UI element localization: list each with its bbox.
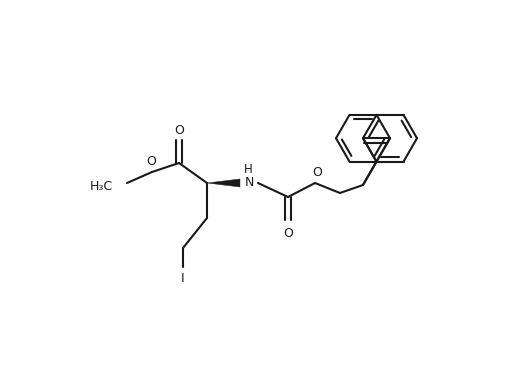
Text: N: N: [244, 176, 254, 189]
Text: O: O: [312, 166, 322, 179]
Text: H₃C: H₃C: [90, 180, 113, 192]
Text: O: O: [283, 227, 293, 240]
Text: I: I: [181, 273, 185, 285]
Text: O: O: [146, 154, 156, 167]
Polygon shape: [207, 179, 240, 187]
Text: O: O: [174, 124, 184, 137]
Text: H: H: [244, 163, 252, 176]
